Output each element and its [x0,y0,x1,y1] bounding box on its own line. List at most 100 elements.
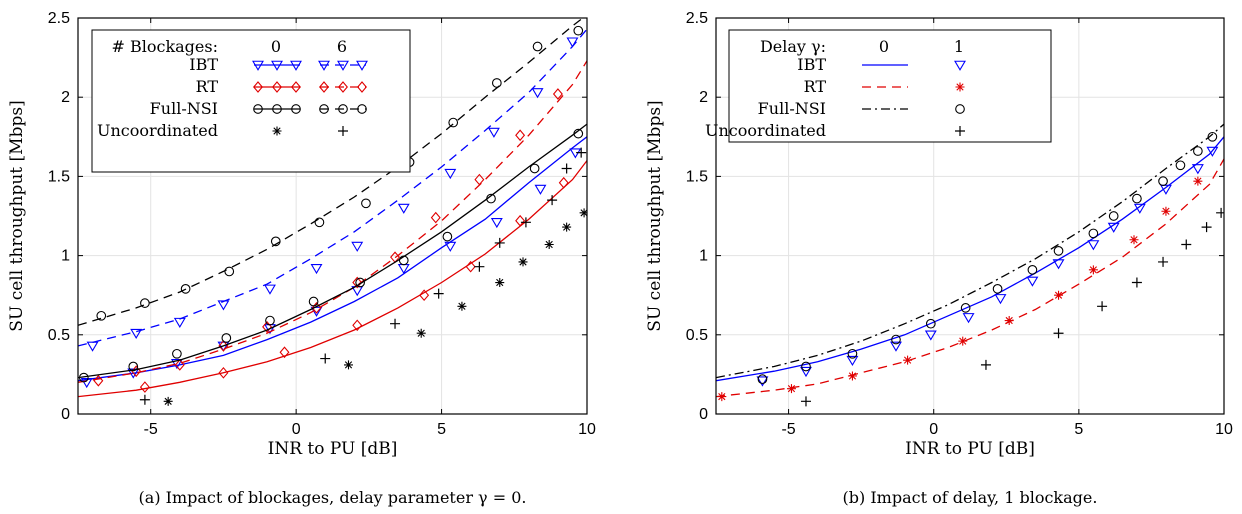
legend-ibt-col1-marker-1 [271,60,283,71]
legend-ibt-col1-marker-0 [252,60,264,71]
series-full-nsi-1-point-8 [1053,245,1064,256]
series-ibt-0-line [78,136,587,382]
panel-a-legend-col1: 0 [271,37,281,56]
series-ibt-6-point-8 [444,168,457,180]
legend-ibt-col1-marker-2 [290,60,302,71]
series-ibt-1-point-7 [1026,276,1039,287]
series-full-nsi-0-point-2 [172,348,182,359]
series-uncoordinated-0-point-6 [544,240,554,250]
series-ibt-6-point-9 [487,127,500,138]
panel-a-legend-symbols [252,60,368,136]
series-uncoordinated-6-point-1 [320,353,331,364]
series-full-nsi-6-point-6 [361,198,371,209]
series-full-nsi-0-point-7 [398,255,409,266]
series-uncoordinated-0-point-4 [495,278,505,288]
series-rt-6-point-0 [93,374,104,387]
y-tick-label-0: 0 [61,406,70,423]
series-full-nsi-6-point-4 [270,236,281,247]
series-ibt-1-point-3 [890,341,902,352]
series-uncoordinated-0-point-5 [518,257,528,267]
series-rt-1-point-9 [1161,206,1171,216]
series-uncoordinated-6-point-2 [390,318,401,329]
x-tick-label-0: -5 [781,421,795,438]
series-rt-1-point-10 [1193,176,1203,186]
series-rt-1-point-4 [958,336,968,346]
series-full-nsi-1-point-15 [1207,131,1218,142]
legend-ibt-col2-marker-0 [318,60,330,71]
series-full-nsi-1-point-13 [1175,160,1186,171]
series-ibt-1-point-4 [924,330,937,341]
series-rt-0-line [716,158,1224,398]
series-rt-6-point-6 [352,276,363,289]
series-rt-0-point-4 [419,289,430,302]
legend-ibt-col2-marker-1 [337,60,349,71]
series-full-nsi-0-point-9 [486,193,496,204]
series-uncoordinated-6-point-5 [494,237,505,248]
series-full-nsi-1-point-1 [801,361,811,372]
series-full-nsi-6-point-2 [180,284,191,294]
series-ibt-1-point-12 [1159,184,1172,195]
series-rt-1-point-3 [903,355,913,365]
series-ibt-1-point-6 [994,294,1007,305]
x-tick-label-3: 10 [578,421,596,438]
series-full-nsi-0-point-11 [573,128,584,139]
series-full-nsi-1-point-9 [1088,228,1099,239]
series-uncoordinated-1-point-8 [1216,207,1224,218]
series-full-nsi-0-line [78,123,587,379]
legend-rt-col2-marker [955,82,965,92]
series-rt-6-point-2 [174,359,185,371]
panel-a-ticks: -5 0 5 10 0 0.5 1 1.5 2 2.5 [48,10,596,438]
panel-0-series-group [78,18,587,406]
series-full-nsi-0-point-8 [442,231,453,242]
series-ibt-1-point-0 [756,376,769,387]
panel-b-legend-uncoordinated: Uncoordinated [705,121,826,140]
series-ibt-6-point-11 [566,37,579,48]
series-full-nsi-6-point-8 [448,117,459,128]
series-ibt-1-point-13 [1191,164,1204,175]
series-uncoordinated-0-point-1 [343,360,353,370]
series-full-nsi-0-line [716,123,1224,379]
series-ibt-1-point-8 [1052,259,1065,270]
legend-full-nsi-col1-marker-1 [272,104,282,114]
series-uncoordinated-1-point-7 [1201,222,1212,233]
series-full-nsi-1-point-4 [925,318,936,329]
series-full-nsi-0-point-4 [265,315,275,326]
series-full-nsi-1-point-14 [1193,146,1203,156]
series-ibt-6-point-0 [86,341,99,352]
series-ibt-1-point-1 [800,366,812,378]
panel-a-caption: (a) Impact of blockages, delay parameter… [139,488,527,507]
series-uncoordinated-6-point-9 [576,147,587,158]
series-rt-0-point-1 [218,366,229,379]
panel-a-ylabel: SU cell throughput [Mbps] [7,100,27,331]
y-tick-label-1: 0.5 [48,327,70,344]
series-ibt-6-point-7 [397,203,410,214]
legend-rt-col2-marker-0 [319,81,329,93]
series-uncoordinated-6-point-0 [139,394,150,405]
panel-1-series-group [716,123,1224,407]
series-rt-0-point-2 [279,346,290,359]
series-ibt-0-point-2 [170,359,183,370]
y-tick-label-2: 1 [699,248,708,265]
series-ibt-6-point-4 [264,284,276,295]
legend-rt-col1-marker-0 [253,81,263,93]
series-uncoordinated-1-point-5 [1158,256,1169,267]
legend-uncoordinated-col1-marker [272,126,282,136]
legend-uncoordinated-col2-marker [955,126,965,136]
series-full-nsi-1-point-5 [960,303,971,313]
panel-a: -5 0 5 10 0 0.5 1 1.5 2 2.5 INR to PU [dB] SU cel… [7,10,596,507]
x-tick-label-1: 0 [292,421,301,438]
legend-full-nsi-col2-marker-1 [338,104,348,114]
series-rt-0-point-6 [515,214,526,227]
series-ibt-6-point-3 [217,300,230,311]
series-ibt-0-point-8 [444,241,457,252]
series-rt-1-point-6 [1054,290,1064,300]
series-uncoordinated-0-point-2 [416,328,426,338]
legend-full-nsi-col1-marker-0 [253,104,263,114]
series-full-nsi-0-point-0 [78,372,89,383]
panel-b-legend-rt: RT [804,77,827,96]
y-tick-label-4: 2 [699,89,708,106]
series-ibt-1-point-14 [1206,146,1219,157]
series-rt-6-point-8 [430,211,441,224]
panel-a-legend-ibt: IBT [189,55,218,74]
